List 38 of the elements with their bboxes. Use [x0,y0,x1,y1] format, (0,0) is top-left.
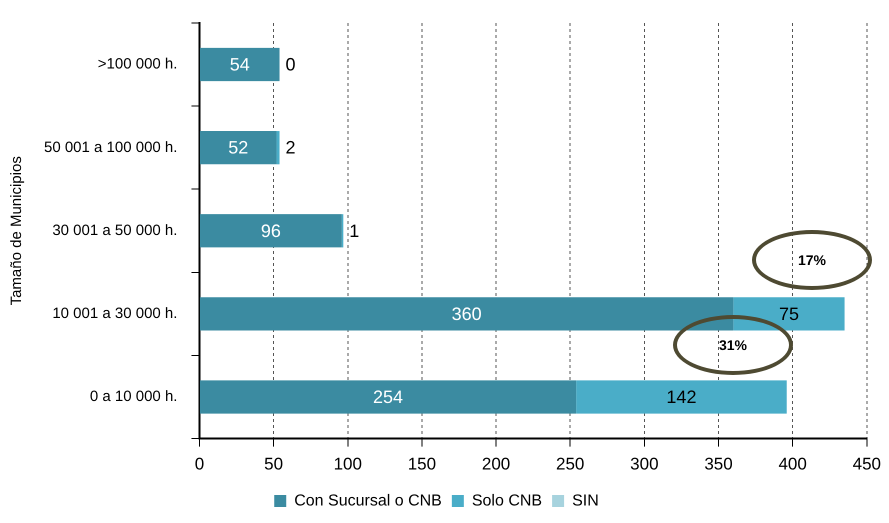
data-label: 254 [373,387,404,408]
data-label: 142 [666,387,696,408]
y-tick-label: 0 a 10 000 h. [90,388,178,406]
y-tick-label: 50 001 a 100 000 h. [44,138,178,156]
bar [200,214,342,248]
data-label: 52 [228,138,248,158]
y-axis-title: Tamaño de Municipios [8,156,26,306]
x-tick-label: 450 [852,454,882,474]
bar [200,48,280,82]
data-label: 360 [452,304,482,324]
bar [576,380,787,414]
data-label: 75 [778,304,799,324]
x-tick-label: 400 [778,454,807,474]
data-label: 0 [286,54,296,75]
legend-label: SIN [572,492,599,510]
bar [276,131,280,164]
x-tick-label: 150 [408,454,436,474]
bar [200,131,277,164]
bar [200,297,734,331]
annotation: 17% [798,252,826,268]
x-tick-label: 250 [556,454,584,474]
x-tick-label: 300 [630,454,659,474]
annotation: 31% [718,337,748,353]
y-tick-label: 10 001 a 30 000 h. [52,305,178,322]
x-tick-label: 350 [704,454,733,474]
x-tick-label: 200 [482,454,510,474]
legend-label: Solo CNB [472,492,542,510]
x-tick-label: 0 [194,454,204,474]
data-label: 2 [286,138,296,158]
y-tick-label: >100 000 h. [98,56,178,73]
y-tick-label: 30 001 a 50 000 h. [52,222,178,239]
x-tick-label: 50 [264,454,284,474]
data-label: 1 [349,220,360,241]
legend-label: Con Sucursal o CNB [294,492,442,510]
x-tick-label: 100 [334,454,362,474]
bar [200,380,576,414]
data-label: 96 [260,220,281,241]
data-label: 54 [230,54,250,75]
